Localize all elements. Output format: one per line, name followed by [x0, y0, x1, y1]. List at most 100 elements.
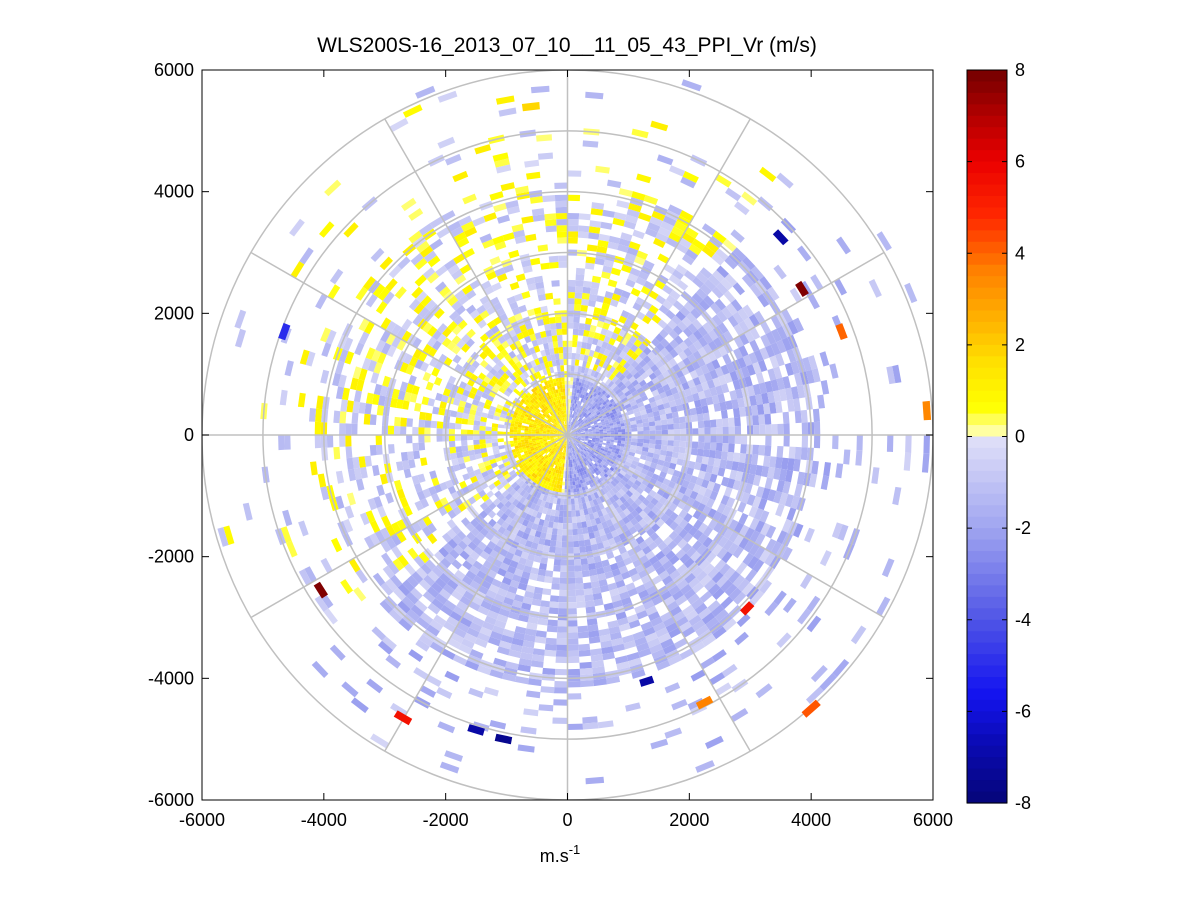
velocity-bin [452, 464, 461, 472]
velocity-bin [528, 475, 534, 480]
velocity-bin [779, 468, 788, 482]
velocity-bin [557, 407, 560, 412]
velocity-bin [572, 528, 578, 536]
velocity-bin [589, 471, 593, 476]
velocity-bin [639, 454, 647, 461]
velocity-bin [714, 559, 727, 572]
velocity-bin [570, 417, 573, 422]
velocity-bin [573, 423, 576, 427]
velocity-bin [545, 396, 550, 401]
velocity-bin [612, 361, 620, 369]
velocity-bin [773, 366, 783, 380]
velocity-bin [603, 296, 612, 305]
velocity-bin [619, 358, 627, 367]
velocity-bin [455, 446, 463, 453]
velocity-bin [583, 412, 587, 417]
velocity-bin [356, 379, 365, 392]
velocity-bin [603, 428, 607, 432]
velocity-bin [598, 401, 603, 407]
velocity-bin [561, 418, 564, 422]
velocity-bin [546, 446, 551, 450]
velocity-bin [581, 292, 590, 300]
velocity-bin [544, 323, 551, 331]
velocity-bin [617, 429, 622, 433]
velocity-bin [539, 606, 550, 614]
velocity-bin [576, 428, 581, 431]
velocity-bin [551, 467, 555, 472]
velocity-bin [578, 487, 583, 492]
velocity-bin [586, 443, 591, 447]
velocity-bin [400, 417, 407, 427]
velocity-bin [494, 158, 510, 168]
velocity-bin [519, 576, 529, 585]
velocity-bin [695, 288, 708, 300]
velocity-bin [534, 448, 539, 452]
velocity-bin [634, 364, 643, 372]
velocity-bin [557, 480, 561, 485]
velocity-bin [519, 457, 524, 463]
velocity-bin [345, 446, 353, 459]
velocity-bin [607, 351, 615, 359]
colorbar-swatch [967, 379, 1007, 392]
velocity-bin [796, 471, 806, 485]
velocity-bin [635, 535, 645, 545]
velocity-bin [335, 470, 345, 484]
velocity-bin [550, 415, 555, 420]
velocity-bin [765, 331, 777, 345]
velocity-bin [425, 412, 433, 421]
velocity-bin [531, 388, 536, 393]
velocity-bin [549, 366, 555, 374]
velocity-bin [459, 550, 470, 561]
velocity-bin [711, 604, 725, 617]
velocity-bin [572, 439, 575, 443]
velocity-bin [497, 494, 505, 502]
velocity-bin [578, 418, 582, 422]
colorbar-tick-label: 8 [1015, 60, 1025, 80]
velocity-bin [688, 614, 702, 627]
velocity-bin [290, 261, 305, 279]
velocity-bin [596, 245, 608, 254]
velocity-bin [469, 622, 482, 633]
velocity-bin [764, 413, 772, 425]
velocity-bin [377, 352, 387, 365]
velocity-bin [637, 427, 644, 432]
velocity-bin [811, 460, 819, 475]
velocity-bin [508, 511, 517, 520]
velocity-bin [479, 295, 490, 305]
velocity-bin [429, 238, 444, 251]
velocity-bin [555, 421, 559, 426]
velocity-bin [380, 539, 392, 553]
velocity-bin [610, 439, 615, 443]
velocity-bin [562, 437, 566, 440]
velocity-bin [503, 473, 511, 480]
velocity-bin [602, 369, 609, 377]
velocity-bin [569, 425, 571, 429]
velocity-bin [669, 289, 681, 301]
velocity-bin [542, 394, 546, 399]
velocity-bin [529, 413, 534, 417]
colorbar-swatch [967, 505, 1007, 518]
velocity-bin [588, 480, 593, 485]
velocity-bin [611, 637, 624, 647]
velocity-bin [552, 378, 557, 383]
velocity-bin [605, 421, 610, 425]
velocity-bin [575, 407, 578, 412]
velocity-bin [551, 451, 555, 456]
outlier-segment [922, 400, 932, 421]
velocity-bin [546, 431, 551, 434]
velocity-bin [688, 343, 698, 354]
velocity-bin [802, 357, 812, 372]
velocity-bin [562, 417, 565, 422]
velocity-bin [553, 432, 558, 434]
velocity-bin [595, 428, 600, 431]
velocity-bin [568, 441, 570, 446]
velocity-bin [484, 363, 493, 372]
velocity-bin [602, 486, 609, 494]
velocity-bin [389, 117, 409, 133]
velocity-bin [369, 520, 381, 533]
velocity-bin [589, 467, 593, 472]
velocity-bin [531, 456, 536, 461]
velocity-bin [514, 548, 523, 558]
velocity-bin [500, 454, 508, 461]
velocity-bin [526, 361, 533, 370]
